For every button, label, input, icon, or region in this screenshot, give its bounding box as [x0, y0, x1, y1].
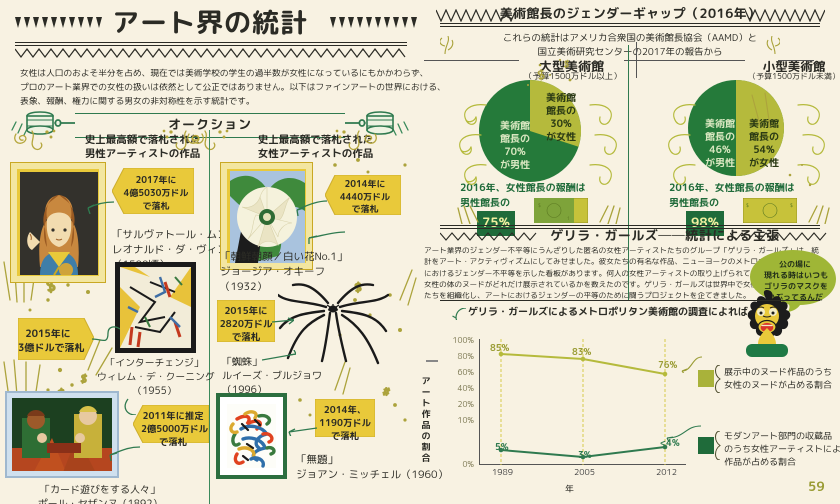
svg-text:#: #: [381, 383, 391, 400]
svg-text:1: 1: [567, 215, 570, 222]
svg-text:$: $: [538, 202, 541, 209]
svg-text:$: $: [746, 202, 749, 209]
svg-text:$: $: [79, 370, 88, 387]
